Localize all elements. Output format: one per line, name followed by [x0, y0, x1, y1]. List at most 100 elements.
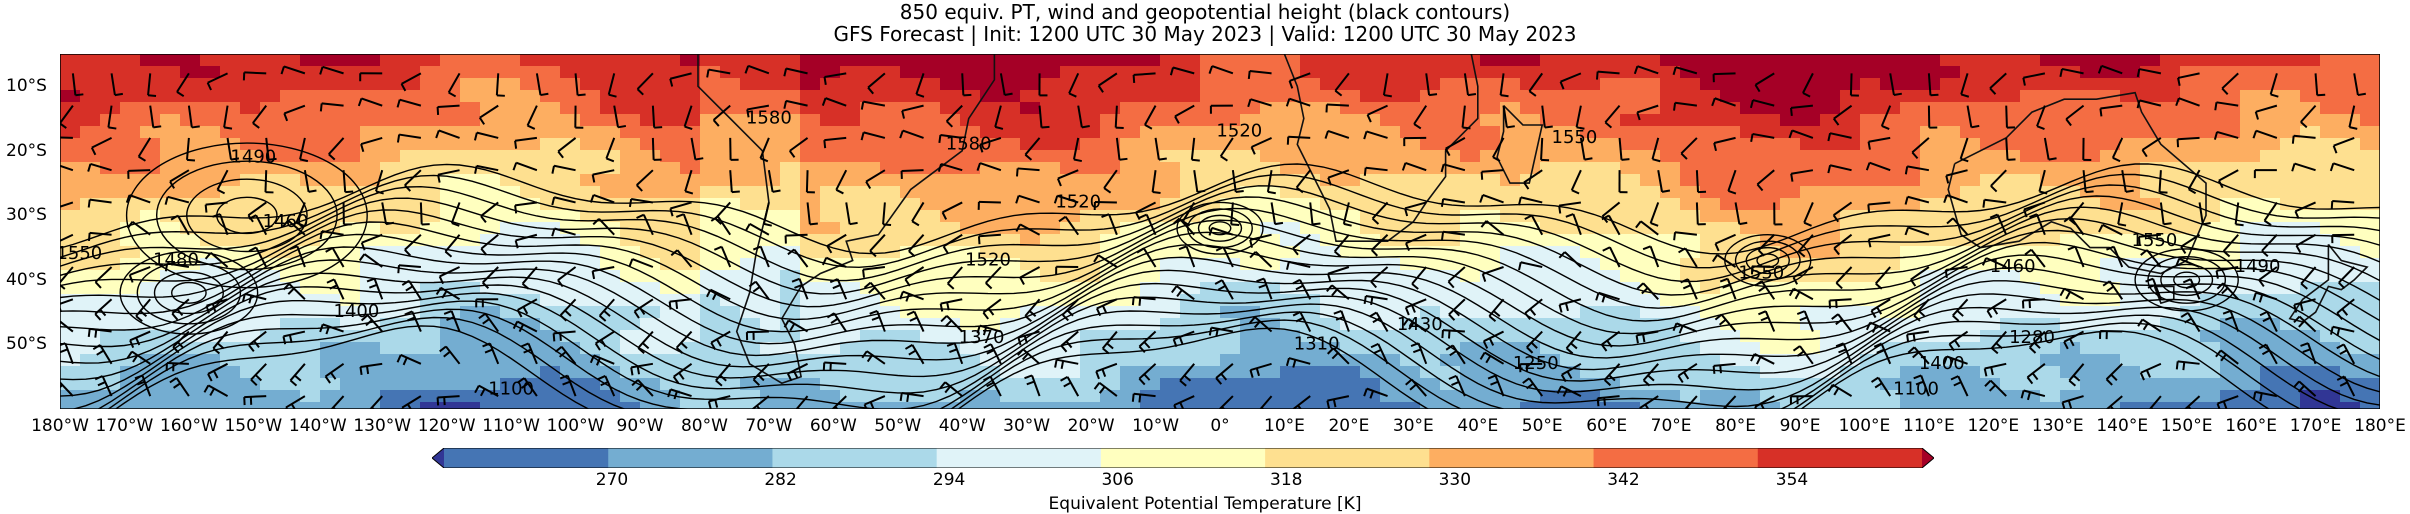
closed-contour-4-2: [2160, 263, 2214, 297]
lat-tick-label: 40°S: [6, 269, 47, 290]
colorbar-segment: [1429, 448, 1595, 468]
wind-barb: [1444, 137, 1466, 157]
wind-barb: [2261, 234, 2278, 258]
wind-barb: [216, 169, 229, 195]
wind-barb: [1249, 233, 1272, 248]
wind-barb: [1285, 97, 1311, 107]
wind-barb: [2214, 101, 2239, 111]
wind-barb: [2338, 266, 2355, 290]
wind-barb: [126, 220, 151, 236]
closed-contour-1-2: [186, 178, 308, 253]
wind-barb: [1055, 265, 1079, 275]
wind-barb: [1832, 104, 1853, 126]
title-line-2: GFS Forecast | Init: 1200 UTC 30 May 202…: [833, 22, 1577, 46]
colorbar-segment: [1100, 448, 1266, 468]
wind-barb: [2137, 318, 2162, 333]
wind-barb: [906, 310, 925, 332]
wind-barb: [71, 73, 84, 97]
wind-barb: [295, 202, 306, 227]
wind-barb: [2329, 162, 2355, 172]
contour-label: 1400: [1919, 353, 1965, 374]
lon-tick-label: 130°W: [353, 416, 412, 436]
wind-barb: [1230, 202, 1240, 227]
wind-barb: [1292, 278, 1312, 300]
wind-barb: [1596, 395, 1620, 407]
wind-barb: [2293, 380, 2317, 397]
wind-barb: [1565, 213, 1582, 236]
wind-barb: [2063, 330, 2085, 350]
wind-barb: [1827, 164, 1852, 174]
wind-barb: [911, 201, 925, 227]
wind-barb: [557, 137, 577, 159]
lon-tick-label: 180°W: [31, 416, 89, 436]
wind-barb: [342, 170, 354, 194]
wind-barb: [137, 137, 152, 162]
wind-barb: [2314, 73, 2326, 97]
wind-barb: [1169, 66, 1195, 76]
wind-barb: [1295, 169, 1312, 194]
wind-barb: [252, 105, 268, 129]
lon-tick-label: 60°E: [1586, 416, 1628, 436]
wind-barb: [554, 345, 577, 365]
wind-barb: [358, 253, 383, 268]
wind-barb: [946, 266, 963, 290]
wind-barb: [2259, 310, 2278, 332]
lon-tick-label: 30°W: [1003, 416, 1051, 436]
wind-barb: [404, 310, 422, 332]
wind-barb: [715, 363, 731, 387]
wind-barb: [90, 137, 112, 156]
coastline-5: [2288, 243, 2369, 323]
closed-contour-2-1: [1208, 221, 1232, 236]
wind-barb: [1131, 296, 1156, 306]
lat-tick-label: 50°S: [6, 334, 47, 355]
wind-barb: [360, 136, 383, 153]
wind-barb: [1286, 135, 1311, 145]
wind-barb: [559, 298, 577, 322]
wind-barb: [1095, 362, 1118, 380]
wind-barb: [1363, 387, 1388, 399]
wind-barb: [319, 65, 344, 75]
wind-barb: [628, 198, 654, 208]
wind-barb: [860, 131, 886, 141]
wind-barb: [342, 202, 352, 226]
wind-barb: [1642, 245, 1660, 268]
wind-barb: [1017, 330, 1040, 346]
wind-barb: [788, 137, 809, 158]
wind-barb: [204, 201, 228, 213]
wind-barb: [908, 234, 925, 258]
map-panel[interactable]: 1490 1460 1550 1480 1400 1100 1580 1580 1520 1370…: [60, 54, 2380, 409]
wind-barb: [450, 202, 461, 227]
wind-barb: [149, 105, 162, 129]
wind-barb: [1363, 130, 1388, 140]
wind-barb: [1944, 266, 1968, 279]
wind-barb: [2141, 137, 2162, 158]
wind-barb: [185, 137, 196, 162]
wind-barb: [835, 169, 848, 195]
wind-barb: [512, 320, 538, 333]
wind-barb: [1324, 130, 1350, 139]
wind-barb: [941, 201, 963, 220]
wind-barb: [628, 258, 654, 268]
wind-barb: [1556, 385, 1582, 397]
wind-barb: [982, 298, 1002, 320]
wind-barb: [1727, 169, 1737, 195]
wind-barb: [1135, 201, 1157, 221]
colorbar-segment: [772, 448, 938, 468]
wind-barb: [205, 298, 228, 314]
wind-barb: [207, 362, 229, 382]
wind-barb: [994, 105, 1004, 130]
wind-barb: [1370, 342, 1389, 365]
wind-barb: [2216, 282, 2239, 300]
wind-barb: [1831, 313, 1853, 333]
wind-barb: [714, 201, 731, 225]
wind-barb: [976, 162, 1002, 172]
wind-barb: [264, 170, 274, 194]
wind-barb: [2336, 343, 2356, 365]
wind-barb: [357, 97, 383, 107]
wind-barb: [60, 320, 74, 333]
wind-barb: [675, 330, 693, 354]
wind-barb: [1480, 169, 1504, 180]
wind-barb: [1867, 201, 1891, 213]
wind-barb: [2145, 277, 2162, 300]
wind-barb: [869, 310, 886, 332]
